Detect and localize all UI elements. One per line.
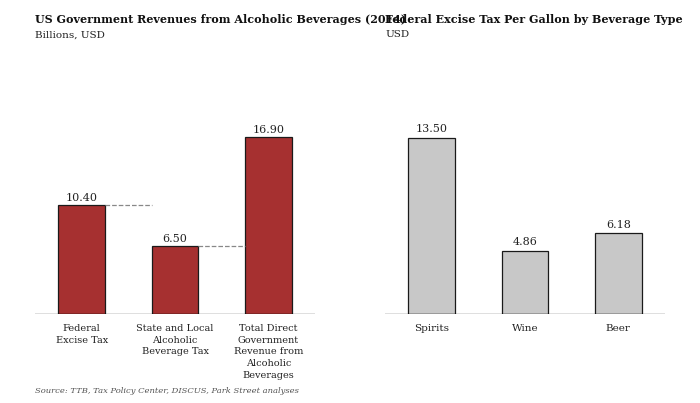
Text: Federal
Excise Tax: Federal Excise Tax: [55, 324, 108, 345]
Text: US Government Revenues from Alcoholic Beverages (2014): US Government Revenues from Alcoholic Be…: [35, 14, 406, 25]
Text: Federal Excise Tax Per Gallon by Beverage Type: Federal Excise Tax Per Gallon by Beverag…: [385, 14, 682, 25]
Text: Total Direct
Government
Revenue from
Alcoholic
Beverages: Total Direct Government Revenue from Alc…: [234, 324, 303, 380]
Text: 4.86: 4.86: [512, 237, 538, 247]
Bar: [595, 233, 642, 314]
Bar: [502, 251, 548, 314]
Text: Billions, USD: Billions, USD: [35, 30, 105, 39]
Bar: [408, 137, 455, 314]
Text: 10.40: 10.40: [66, 193, 98, 203]
Text: Spirits: Spirits: [414, 324, 449, 332]
Text: State and Local
Alcoholic
Beverage Tax: State and Local Alcoholic Beverage Tax: [136, 324, 214, 356]
Text: Wine: Wine: [512, 324, 538, 332]
Text: Beer: Beer: [606, 324, 631, 332]
Text: 6.18: 6.18: [606, 220, 631, 230]
Text: 13.50: 13.50: [416, 124, 448, 134]
Text: 6.50: 6.50: [162, 234, 188, 243]
Bar: [152, 246, 198, 314]
Bar: [245, 137, 292, 314]
Bar: [58, 206, 105, 314]
Text: USD: USD: [385, 30, 409, 39]
Text: Source: TTB, Tax Policy Center, DISCUS, Park Street analyses: Source: TTB, Tax Policy Center, DISCUS, …: [35, 387, 299, 395]
Text: 16.90: 16.90: [252, 125, 284, 135]
